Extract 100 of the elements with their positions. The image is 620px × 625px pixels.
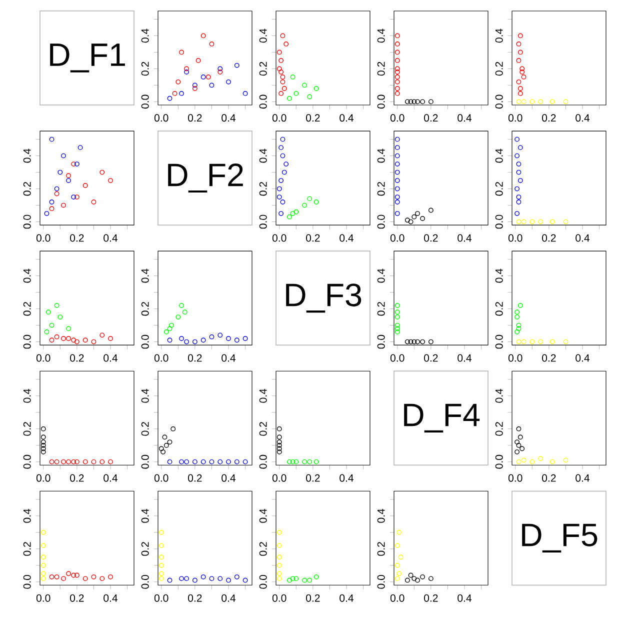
point	[280, 79, 286, 84]
point	[200, 574, 206, 580]
y-tick-label: 0.2	[495, 422, 503, 436]
point	[179, 336, 184, 341]
point	[49, 322, 54, 328]
point	[40, 562, 46, 568]
point	[218, 332, 223, 338]
point	[179, 303, 184, 308]
x-tick-label: 0.4	[104, 234, 118, 242]
point	[307, 196, 312, 202]
point	[404, 339, 410, 344]
point	[218, 459, 223, 464]
point	[158, 543, 164, 548]
x-tick-label: 0.4	[458, 234, 472, 242]
point	[167, 440, 172, 444]
point	[538, 99, 544, 104]
x-tick-label: 0.4	[222, 474, 236, 482]
x-tick-label: 0.0	[36, 474, 50, 482]
point	[66, 571, 71, 576]
x-tick-label: 0.2	[306, 594, 320, 602]
y-tick-label: 0.4	[377, 28, 385, 43]
point	[530, 339, 535, 344]
y-tick-label: 0.0	[377, 334, 385, 349]
point	[408, 219, 414, 224]
point	[550, 99, 555, 104]
point	[521, 458, 526, 463]
point	[160, 449, 166, 454]
point	[394, 50, 400, 55]
point	[234, 459, 240, 464]
point	[294, 90, 299, 96]
point	[44, 211, 50, 216]
y-tick-label: 0.2	[141, 542, 149, 556]
point	[415, 211, 420, 216]
point	[290, 211, 296, 216]
y-tick-label: 0.2	[141, 302, 149, 316]
point	[521, 99, 526, 104]
point	[394, 79, 400, 84]
point	[46, 310, 51, 315]
point	[100, 170, 105, 175]
point	[415, 578, 420, 583]
point	[394, 543, 400, 548]
point	[294, 576, 299, 582]
point	[54, 186, 60, 192]
point	[394, 194, 400, 200]
point	[100, 459, 105, 464]
point	[530, 99, 535, 104]
point	[521, 219, 526, 224]
point	[276, 440, 282, 444]
x-tick-label: 0.4	[340, 594, 354, 602]
point	[394, 310, 400, 315]
point	[40, 571, 46, 576]
point	[520, 70, 525, 74]
x-tick-label: 0.2	[542, 114, 556, 122]
y-tick-label: 0.0	[377, 574, 385, 589]
point	[514, 310, 520, 315]
x-tick-label: 0.0	[508, 114, 522, 122]
point	[44, 329, 50, 334]
point	[276, 442, 282, 448]
point	[209, 42, 214, 46]
point	[242, 578, 248, 583]
point	[74, 162, 80, 167]
y-tick-label: 0.0	[141, 94, 149, 109]
point	[184, 576, 190, 582]
point	[518, 434, 523, 440]
x-tick-label: 0.0	[272, 474, 286, 482]
y-tick-label: 0.4	[141, 508, 149, 523]
x-tick-label: 0.0	[390, 354, 404, 362]
point	[516, 170, 522, 175]
y-tick-label: 0.4	[259, 148, 267, 163]
point	[516, 322, 522, 328]
point	[516, 58, 522, 63]
point	[550, 339, 555, 344]
point	[276, 434, 282, 440]
y-tick-label: 0.2	[23, 182, 31, 196]
point	[71, 162, 76, 167]
point	[61, 153, 66, 158]
text: D_F2	[168, 164, 243, 193]
point	[394, 58, 400, 63]
point	[302, 459, 307, 464]
point	[218, 66, 223, 72]
y-tick-label: 0.0	[377, 214, 385, 229]
point	[170, 426, 176, 432]
point	[307, 459, 312, 464]
x-tick-label: 0.0	[272, 594, 286, 602]
point	[278, 58, 284, 63]
point	[49, 574, 54, 580]
y-tick-label: 0.2	[495, 182, 503, 196]
point	[40, 440, 46, 444]
point	[412, 576, 417, 582]
y-tick-label: 0.2	[23, 422, 31, 436]
point	[71, 459, 76, 464]
point	[158, 554, 164, 560]
point	[516, 326, 522, 332]
y-tick-label: 0.4	[495, 148, 503, 163]
point	[394, 33, 400, 38]
y-tick-label: 0.0	[259, 94, 267, 109]
point	[521, 74, 526, 80]
point	[242, 459, 248, 464]
point	[563, 99, 568, 104]
x-tick-label: 0.4	[458, 354, 472, 362]
